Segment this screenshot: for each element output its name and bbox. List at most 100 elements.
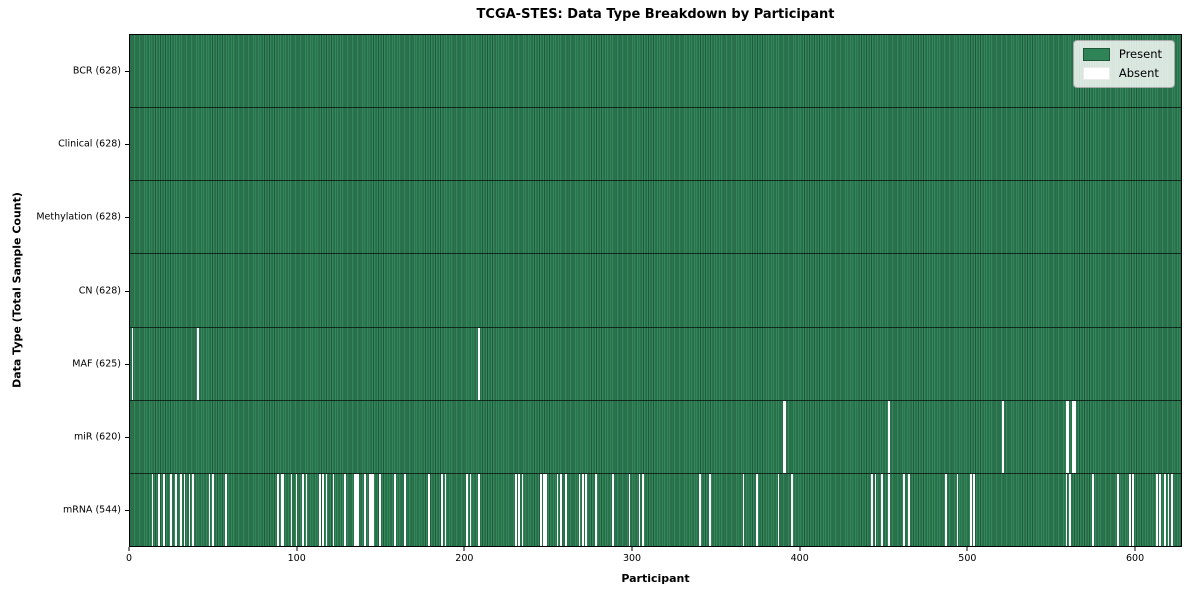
absent-mark — [638, 473, 641, 546]
absent-mark — [163, 473, 166, 546]
absent-mark — [581, 473, 584, 546]
absent-mark — [1001, 400, 1004, 473]
absent-mark — [1065, 400, 1068, 473]
absent-mark — [357, 473, 360, 546]
absent-mark — [344, 473, 346, 546]
y-tick-label-maf: MAF (625) — [72, 358, 121, 370]
y-tick-mark — [125, 217, 129, 219]
absent-mark — [208, 473, 211, 546]
x-axis-label: Participant — [621, 572, 690, 585]
absent-mark — [585, 473, 587, 546]
absent-mark — [394, 473, 397, 546]
absent-mark — [170, 473, 172, 546]
absent-mark — [212, 473, 214, 546]
y-tick-label-mrna: mRNA (544) — [62, 504, 121, 516]
absent-mark — [319, 473, 321, 546]
absent-mark — [305, 473, 308, 546]
absent-mark — [945, 473, 947, 546]
legend-present-swatch — [1082, 48, 1110, 61]
absent-mark — [1155, 473, 1158, 546]
absent-mark — [1170, 473, 1173, 546]
absent-mark — [595, 473, 597, 546]
absent-mark — [1092, 473, 1094, 546]
heatmap-row-cn — [130, 254, 1181, 328]
y-tick-label-clinical: Clinical (628) — [58, 138, 121, 150]
absent-mark — [1065, 473, 1068, 546]
x-tick-label-600: 600 — [1125, 553, 1145, 564]
absent-mark — [290, 473, 293, 546]
x-tick-label-400: 400 — [790, 553, 809, 564]
absent-mark — [782, 400, 785, 473]
legend-present-label: Present — [1118, 47, 1162, 61]
absent-mark — [478, 473, 480, 546]
absent-mark — [1072, 400, 1074, 473]
absent-mark — [1164, 473, 1166, 546]
absent-mark — [543, 473, 546, 546]
y-tick-mark — [125, 290, 129, 292]
absent-mark — [540, 473, 542, 546]
x-axis-ticks: 0 100 200 300 400 500 600 — [125, 547, 1182, 573]
y-axis-ticks: BCR (628) Clinical (628) Methylation (628)… — [0, 34, 129, 547]
absent-mark — [970, 473, 972, 546]
y-tick-mark — [125, 437, 129, 439]
heatmap-row-maf — [130, 327, 1181, 401]
absent-mark — [282, 473, 284, 546]
x-tick-mark — [966, 547, 968, 551]
absent-mark — [369, 473, 371, 546]
absent-mark — [560, 473, 562, 546]
legend-item-present: Present — [1082, 47, 1162, 61]
y-tick-mark — [125, 510, 129, 512]
absent-mark — [874, 473, 877, 546]
absent-mark — [183, 473, 186, 546]
absent-mark — [441, 473, 443, 546]
absent-mark — [521, 473, 524, 546]
absent-mark — [1073, 400, 1076, 473]
y-tick-mark — [125, 70, 129, 72]
absent-mark — [1167, 473, 1170, 546]
absent-mark — [1068, 473, 1071, 546]
absent-mark — [742, 473, 745, 546]
absent-mark — [1129, 473, 1131, 546]
x-tick-mark — [463, 547, 465, 551]
x-tick-label-0: 0 — [125, 553, 133, 564]
absent-mark — [151, 473, 154, 546]
legend-absent-swatch — [1082, 67, 1110, 80]
absent-mark — [1117, 473, 1120, 546]
plot-area: Present Absent — [129, 34, 1182, 547]
absent-mark — [518, 473, 520, 546]
absent-mark — [1159, 473, 1161, 546]
heatmap-row-mrna — [130, 473, 1181, 546]
absent-mark — [370, 473, 373, 546]
y-tick-mark — [125, 143, 129, 145]
absent-mark — [755, 473, 758, 546]
absent-mark — [871, 473, 874, 546]
legend-absent-label: Absent — [1118, 66, 1159, 80]
absent-mark — [444, 473, 447, 546]
absent-mark — [956, 473, 959, 546]
absent-mark — [556, 473, 559, 546]
x-tick-mark — [296, 547, 298, 551]
absent-mark — [322, 473, 325, 546]
absent-mark — [545, 473, 547, 546]
absent-mark — [302, 473, 305, 546]
absent-mark — [180, 473, 182, 546]
absent-mark — [191, 473, 194, 546]
absent-mark — [225, 473, 228, 546]
absent-mark — [427, 473, 430, 546]
absent-mark — [791, 473, 793, 546]
absent-mark — [332, 473, 335, 546]
absent-mark — [372, 473, 375, 546]
absent-mark — [280, 473, 283, 546]
absent-mark — [709, 473, 711, 546]
absent-mark — [881, 473, 884, 546]
absent-mark — [565, 473, 567, 546]
absent-mark — [888, 473, 890, 546]
absent-mark — [908, 473, 910, 546]
heatmap-row-clinical — [130, 108, 1181, 182]
y-tick-label-methylation: Methylation (628) — [36, 211, 121, 223]
absent-mark — [277, 473, 279, 546]
absent-mark — [354, 473, 356, 546]
absent-mark — [295, 473, 298, 546]
absent-mark — [404, 473, 407, 546]
x-tick-label-100: 100 — [287, 553, 306, 564]
